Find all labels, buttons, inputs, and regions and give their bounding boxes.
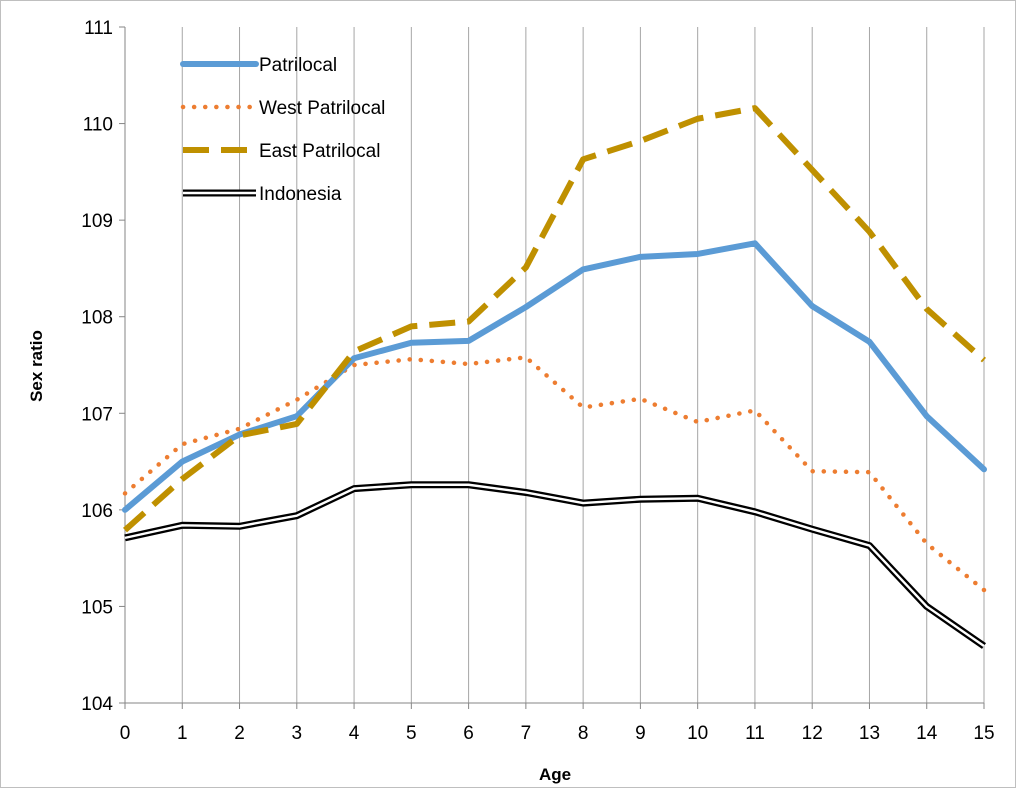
legend: Patrilocal West Patrilocal East Patrilocal…	[180, 55, 385, 205]
y-tick-label: 108	[81, 308, 113, 329]
legend-item-indonesia: Indonesia	[183, 184, 342, 205]
x-tick-label: 15	[973, 723, 994, 744]
series-patrilocal	[122, 240, 987, 513]
y-tick-label: 107	[81, 404, 113, 425]
series-east-patrilocal	[123, 105, 986, 533]
legend-item-patrilocal: Patrilocal	[180, 55, 337, 76]
series-group	[122, 105, 987, 649]
y-tick-label: 105	[81, 597, 113, 618]
x-tick-label: 10	[687, 723, 708, 744]
x-tick-label: 9	[635, 723, 646, 744]
legend-label-west-patrilocal: West Patrilocal	[259, 98, 385, 119]
series-line-indonesia	[124, 483, 985, 648]
x-tick-label: 6	[463, 723, 474, 744]
x-tick-label: 0	[120, 723, 131, 744]
legend-label-east-patrilocal: East Patrilocal	[259, 141, 380, 162]
x-tick-label: 8	[578, 723, 589, 744]
legend-item-east-patrilocal: East Patrilocal	[183, 141, 380, 162]
x-tick-label: 7	[521, 723, 532, 744]
x-axis-title: Age	[539, 765, 571, 784]
y-tick-label: 111	[84, 18, 113, 39]
y-tick-label: 106	[81, 501, 113, 522]
x-tick-label: 4	[349, 723, 360, 744]
series-line-west-patrilocal	[122, 355, 987, 593]
legend-item-west-patrilocal: West Patrilocal	[180, 98, 385, 119]
x-tick-label: 11	[745, 723, 765, 744]
y-axis-title: Sex ratio	[27, 330, 46, 402]
x-tick-label: 2	[234, 723, 245, 744]
x-tick-label: 13	[859, 723, 880, 744]
x-tick-label: 5	[406, 723, 417, 744]
legend-label-patrilocal: Patrilocal	[259, 55, 337, 76]
y-tick-label: 104	[81, 694, 113, 715]
series-line-east-patrilocal	[123, 105, 986, 533]
series-west-patrilocal	[122, 355, 987, 593]
x-tick-label: 12	[802, 723, 823, 744]
series-indonesia	[124, 481, 986, 649]
series-line-patrilocal	[122, 240, 987, 513]
legend-label-indonesia: Indonesia	[259, 184, 342, 205]
y-tick-label: 110	[83, 115, 113, 136]
y-tick-label: 109	[81, 211, 113, 232]
x-tick-label: 1	[177, 723, 188, 744]
x-tick-label: 14	[916, 723, 938, 744]
x-tick-label: 3	[292, 723, 303, 744]
